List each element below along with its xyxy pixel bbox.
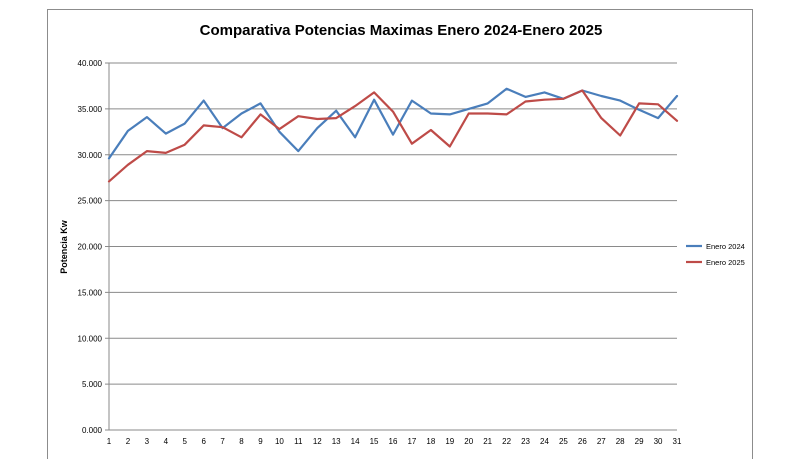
chart-title: Comparativa Potencias Maximas Enero 2024… [200, 22, 603, 39]
x-tick-label: 24 [540, 437, 549, 446]
x-tick-label: 20 [464, 437, 473, 446]
line-chart: Comparativa Potencias Maximas Enero 2024… [48, 10, 752, 451]
x-tick-label: 3 [145, 437, 150, 446]
y-tick-label: 20.000 [78, 243, 103, 252]
legend: Enero 2024 Enero 2025 [686, 242, 745, 267]
x-tick-label: 12 [313, 437, 322, 446]
x-tick-label: 21 [483, 437, 492, 446]
x-tick-label: 23 [521, 437, 530, 446]
x-tick-label: 17 [407, 437, 416, 446]
x-tick-label: 16 [389, 437, 398, 446]
legend-label-2: Enero 2025 [706, 258, 745, 267]
x-tick-label: 14 [351, 437, 360, 446]
legend-label-1: Enero 2024 [706, 242, 745, 251]
x-tick-label: 30 [654, 437, 663, 446]
x-tick-label: 7 [220, 437, 225, 446]
x-tick-label: 6 [201, 437, 206, 446]
y-tick-labels: 0.000 5.000 10.000 15.000 20.000 25.000 30.000… [78, 59, 103, 435]
y-tick-label: 30.000 [78, 151, 103, 160]
x-tick-label: 19 [445, 437, 454, 446]
series-line-2 [109, 91, 677, 182]
y-tick-label: 25.000 [78, 197, 103, 206]
x-tick-label: 1 [107, 437, 112, 446]
x-tick-label: 4 [164, 437, 169, 446]
x-tick-label: 31 [673, 437, 682, 446]
series-line-1 [109, 89, 677, 159]
x-tick-label: 27 [597, 437, 606, 446]
x-tick-label: 15 [370, 437, 379, 446]
x-tick-label: 18 [426, 437, 435, 446]
x-tick-label: 22 [502, 437, 511, 446]
y-tick-label: 40.000 [78, 59, 103, 68]
y-tick-label: 35.000 [78, 105, 103, 114]
chart-frame: Comparativa Potencias Maximas Enero 2024… [47, 9, 753, 459]
x-tick-label: 8 [239, 437, 244, 446]
x-tick-label: 25 [559, 437, 568, 446]
x-tick-label: 29 [635, 437, 644, 446]
y-tick-label: 10.000 [78, 334, 103, 343]
x-tick-label: 10 [275, 437, 284, 446]
y-tick-label: 15.000 [78, 288, 103, 297]
x-tick-label: 2 [126, 437, 131, 446]
x-tick-label: 5 [183, 437, 188, 446]
x-tick-label: 9 [258, 437, 263, 446]
series-lines [109, 89, 677, 182]
y-axis-label: Potencia Kw [59, 219, 69, 274]
x-tick-label: 11 [294, 437, 303, 446]
x-tick-label: 13 [332, 437, 341, 446]
x-tick-label: 28 [616, 437, 625, 446]
y-tick-label: 0.000 [82, 426, 103, 435]
x-tick-label: 26 [578, 437, 587, 446]
y-tick-label: 5.000 [82, 380, 103, 389]
